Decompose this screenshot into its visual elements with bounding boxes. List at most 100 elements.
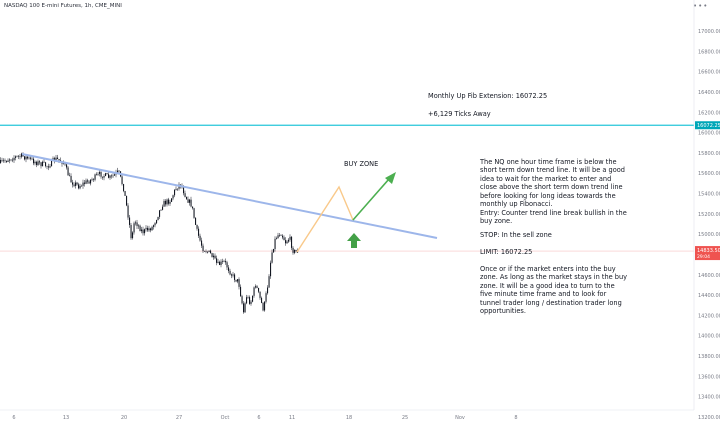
candle-body bbox=[231, 274, 233, 276]
candle-body bbox=[190, 199, 192, 207]
candle-body bbox=[90, 179, 92, 184]
candle-body bbox=[198, 228, 200, 236]
candle-body bbox=[151, 226, 153, 231]
candle-body bbox=[141, 229, 143, 232]
more-options-icon[interactable]: ••• bbox=[693, 2, 709, 10]
candle-body bbox=[132, 232, 134, 239]
candle-body bbox=[3, 160, 5, 162]
candle-body bbox=[247, 297, 249, 298]
candle-body bbox=[130, 224, 132, 239]
candle-body bbox=[127, 205, 129, 218]
candle-body bbox=[216, 258, 218, 263]
candle-body bbox=[72, 182, 74, 185]
candle-body bbox=[94, 174, 96, 180]
candle-body bbox=[4, 160, 6, 162]
price-tick-label: 15800.00 bbox=[698, 151, 720, 157]
candle-body bbox=[78, 184, 80, 189]
candle-body bbox=[238, 279, 240, 287]
candle-body bbox=[57, 157, 59, 159]
candle-body bbox=[51, 159, 53, 167]
candle-body bbox=[58, 158, 60, 161]
candle-body bbox=[240, 286, 242, 297]
candle-body bbox=[243, 303, 245, 313]
candle-body bbox=[0, 160, 2, 163]
candle-body bbox=[193, 208, 195, 218]
candle-body bbox=[30, 157, 32, 159]
candle-body bbox=[255, 286, 257, 288]
buy-zone-label: BUY ZONE bbox=[344, 160, 379, 168]
candle-body bbox=[171, 198, 173, 202]
candle-body bbox=[210, 250, 212, 254]
plan-text: Once or if the market enters into the bu… bbox=[480, 265, 628, 316]
candle-body bbox=[49, 166, 51, 168]
candle-body bbox=[261, 297, 263, 303]
candle-body bbox=[138, 225, 140, 227]
candle-body bbox=[13, 157, 15, 161]
candle-body bbox=[124, 190, 126, 196]
candle-body bbox=[93, 179, 95, 180]
candle-body bbox=[291, 236, 293, 248]
candle-body bbox=[76, 182, 78, 185]
candle-body bbox=[52, 158, 54, 160]
candle-body bbox=[105, 173, 107, 177]
price-tick-label: 15200.00 bbox=[698, 212, 720, 218]
candle-body bbox=[46, 166, 48, 167]
candle-body bbox=[283, 237, 285, 241]
candle-body bbox=[163, 200, 165, 207]
candle-body bbox=[39, 161, 41, 163]
candle-body bbox=[28, 157, 30, 159]
time-tick-label: 13 bbox=[63, 415, 69, 421]
candle-body bbox=[213, 255, 215, 258]
candle-body bbox=[33, 158, 35, 164]
candle-body bbox=[27, 156, 29, 159]
candle-body bbox=[34, 161, 36, 164]
candle-body bbox=[84, 182, 86, 184]
projection-path bbox=[296, 185, 354, 253]
candle-body bbox=[18, 155, 20, 157]
candle-body bbox=[271, 252, 273, 263]
buy-arrow-icon bbox=[347, 233, 361, 248]
candle-body bbox=[250, 301, 252, 304]
candle-body bbox=[10, 159, 12, 161]
candle-body bbox=[135, 222, 137, 224]
candle-body bbox=[79, 185, 81, 189]
candle-body bbox=[228, 267, 230, 271]
projection-arrowhead bbox=[385, 172, 396, 184]
candle-body bbox=[234, 274, 236, 280]
candle-body bbox=[16, 155, 18, 157]
candle-body bbox=[262, 302, 264, 311]
candle-body bbox=[81, 185, 83, 187]
candle-body bbox=[265, 293, 267, 302]
time-tick-label: 20 bbox=[121, 415, 127, 421]
candle-body bbox=[67, 167, 69, 176]
time-tick-label: Oct bbox=[221, 415, 230, 421]
candle-body bbox=[165, 200, 167, 205]
candle-body bbox=[226, 262, 228, 268]
candle-body bbox=[40, 162, 42, 167]
candle-body bbox=[147, 227, 149, 231]
candle-body bbox=[139, 225, 141, 232]
candle-body bbox=[259, 291, 261, 298]
candle-body bbox=[129, 217, 131, 225]
candle-body bbox=[264, 301, 266, 311]
candle-body bbox=[183, 187, 185, 194]
price-tick-label: 14200.00 bbox=[698, 313, 720, 319]
time-tick-label: 8 bbox=[514, 415, 517, 421]
price-tick-label: 13200.00 bbox=[698, 415, 720, 421]
candle-body bbox=[169, 201, 171, 204]
price-tick-label: 17000.00 bbox=[698, 29, 720, 35]
candle-body bbox=[187, 199, 189, 203]
candle-body bbox=[166, 199, 168, 205]
candle-body bbox=[103, 176, 105, 178]
fib-price-tag bbox=[695, 121, 720, 130]
price-tick-label: 16600.00 bbox=[698, 70, 720, 76]
candle-body bbox=[7, 160, 9, 162]
candle-body bbox=[117, 170, 119, 173]
candle-body bbox=[192, 206, 194, 209]
candle-body bbox=[177, 188, 179, 190]
price-tick-label: 14400.00 bbox=[698, 293, 720, 299]
candle-body bbox=[214, 255, 216, 259]
candle-body bbox=[82, 182, 84, 186]
candle-body bbox=[195, 217, 197, 225]
